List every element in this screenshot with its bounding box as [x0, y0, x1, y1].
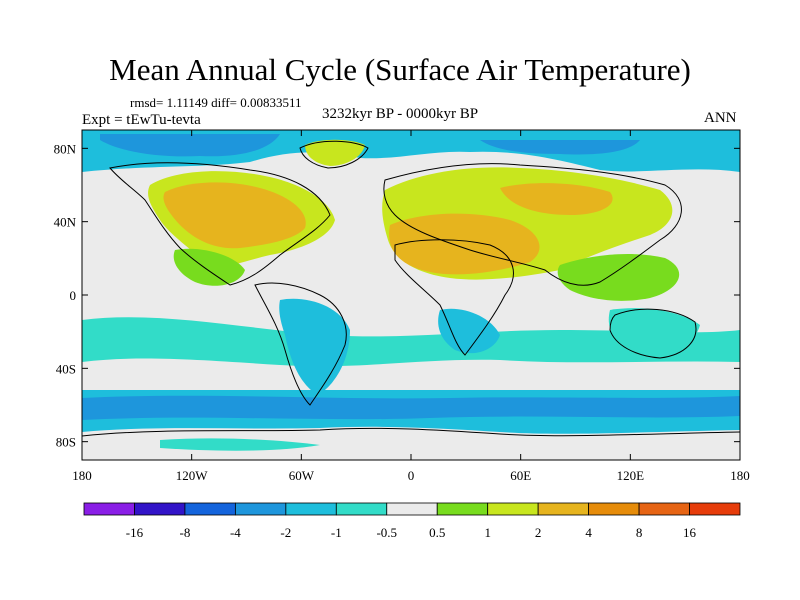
rmsd-diff-stats: rmsd= 1.11149 diff= 0.00833511 [130, 95, 302, 110]
period-label: 3232kyr BP - 0000kyr BP [322, 106, 479, 122]
y-tick-label-1: 40N [54, 215, 77, 230]
colorbar-label-4: -1 [331, 525, 342, 540]
colorbar-swatch-10 [588, 502, 640, 516]
colorbar-label-5: -0.5 [376, 525, 397, 540]
antarctica-cyan [160, 438, 320, 451]
chart-title: Mean Annual Cycle (Surface Air Temperatu… [109, 52, 691, 87]
x-tick-label-4: 60E [510, 468, 531, 483]
colorbar-label-9: 4 [585, 525, 592, 540]
colorbar-swatch-6 [386, 502, 438, 516]
map-field [82, 130, 740, 460]
colorbar-swatch-1 [134, 502, 186, 516]
y-tick-label-4: 80S [56, 435, 76, 450]
x-tick-label-3: 0 [408, 468, 415, 483]
east-siberia-patch [480, 140, 640, 155]
coast-antarctica [82, 427, 740, 437]
colorbar-label-11: 16 [683, 525, 697, 540]
colorbar-label-0: -16 [126, 525, 144, 540]
coast-south-america [254, 282, 347, 406]
x-tick-label-6: 180 [730, 468, 750, 483]
y-tick-label-3: 40S [56, 361, 76, 376]
south-atlantic-cooling [82, 317, 740, 367]
coast-eurasia [383, 163, 682, 286]
arctic-deep-patch [100, 134, 280, 157]
colorbar-label-8: 2 [535, 525, 542, 540]
greenland-patch [305, 139, 365, 166]
colorbar-label-1: -8 [180, 525, 191, 540]
colorbar-swatch-0 [83, 502, 135, 516]
antarctica-white [82, 426, 740, 460]
coast-greenland [299, 140, 369, 169]
colorbar-label-6: 0.5 [429, 525, 445, 540]
y-tick-label-0: 80N [54, 141, 77, 156]
season-label: ANN [704, 110, 737, 126]
colorbar-label-3: -2 [280, 525, 291, 540]
y-tick-label-2: 0 [70, 288, 77, 303]
x-tick-label-5: 120E [617, 468, 645, 483]
colorbar-swatch-5 [335, 502, 388, 516]
coast-australia [609, 308, 697, 359]
colorbar-swatch-12 [689, 502, 741, 516]
southern-ocean-deep [82, 395, 740, 420]
axis-ticks: 180 120W 60W 0 60E 120E 180 80N 40N 0 40S 80S [54, 130, 750, 483]
southeast-asia-green [557, 254, 680, 301]
colorbar: -16 -8 -4 -2 -1 -0.5 0.5 1 2 4 8 16 [83, 502, 741, 540]
colorbar-swatch-4 [285, 502, 337, 516]
x-tick-label-1: 120W [176, 468, 209, 483]
australia-cooling [608, 308, 700, 352]
experiment-label: Expt = tEwTu-tevta [82, 112, 201, 128]
colorbar-swatch-11 [638, 502, 690, 516]
colorbar-label-7: 1 [484, 525, 491, 540]
coast-africa [394, 239, 514, 356]
x-tick-label-0: 180 [72, 468, 92, 483]
sahara-arabia-core [389, 213, 540, 275]
colorbar-swatch-2 [184, 502, 236, 516]
colorbar-label-10: 8 [636, 525, 643, 540]
colorbar-swatch-8 [487, 502, 539, 516]
coastlines [82, 140, 740, 437]
colorbar-swatch-3 [234, 502, 287, 516]
north-america-core [163, 182, 306, 249]
colorbar-swatch-7 [436, 502, 489, 516]
colorbar-label-2: -4 [230, 525, 241, 540]
africa-south-cooling [438, 308, 500, 354]
central-asia-core [500, 183, 613, 215]
coast-north-america [109, 162, 331, 286]
x-tick-label-2: 60W [289, 468, 315, 483]
colorbar-swatch-9 [537, 502, 590, 516]
